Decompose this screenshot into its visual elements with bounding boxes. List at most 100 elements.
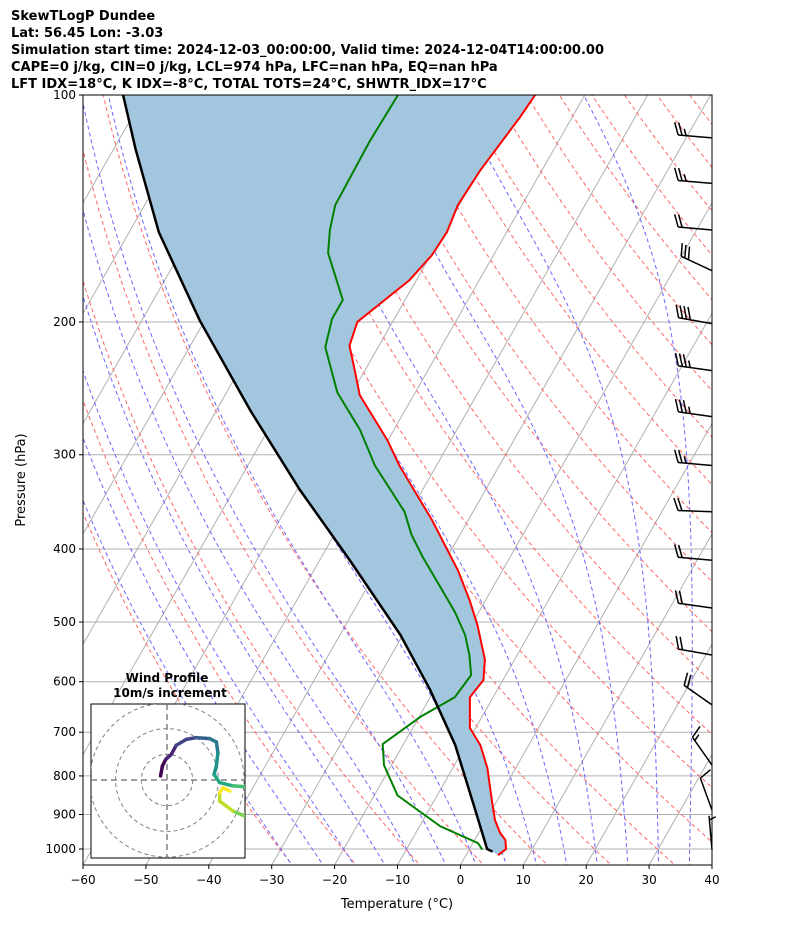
moist-adiabat-line [83,436,324,865]
wind-barb [675,636,713,656]
isotherm-line [711,863,712,865]
wind-barb [673,497,713,513]
barb-full [678,399,684,413]
y-tick-label: 800 [53,769,76,783]
barb-full [687,246,691,260]
y-tick-label: 1000 [45,842,76,856]
barb-staff [683,684,713,706]
hodograph-trace-segment [174,737,189,748]
wind-barb [674,352,713,372]
x-tick-label: −30 [259,873,284,887]
dry-adiabat-line [461,95,712,438]
x-tick-label: −40 [196,873,221,887]
indices-text-2: LFT IDX=18°C, K IDX=-8°C, TOTAL TOTS=24°… [11,77,487,92]
barb-staff [678,556,713,561]
dry-adiabat-line [558,95,712,301]
barb-full [691,726,701,738]
barb-full [679,305,684,319]
hodograph-trace-segment [194,735,212,741]
isotherm-line [459,422,712,865]
hodograph-trace-segment [231,809,245,818]
barb-full [682,399,687,414]
y-tick-label: 700 [53,725,76,739]
barb-staff [678,316,713,325]
barb-full [674,398,680,413]
barb-full [678,590,684,604]
isotherm-line [522,532,712,865]
barb-staff [680,255,713,272]
barb-half [683,128,687,136]
barb-full [683,306,688,320]
barb-full [682,353,687,368]
x-tick-label: −50 [133,873,158,887]
y-tick-label: 600 [53,675,76,689]
barb-full [674,590,680,604]
x-axis-label: Temperature (°C) [340,897,453,912]
isotherm-line [648,753,712,865]
barb-full [677,544,683,558]
isotherm-line [271,95,712,865]
moist-adiabat-line [83,498,293,865]
wind-barb [699,769,713,811]
wind-barb [673,122,713,139]
wind-barb [673,544,713,561]
barb-half [694,734,700,741]
barb-half [709,816,717,821]
parcel-line [121,95,494,853]
moist-adiabat-line [453,95,660,865]
hodograph-trace-segment [217,780,235,788]
barb-staff [678,411,713,418]
barb-staff [678,648,713,656]
hodograph-title: Wind Profile [126,671,209,685]
barb-staff [678,134,713,139]
barb-half [683,174,687,182]
x-tick-label: −10 [385,873,410,887]
barb-full [677,449,683,464]
barb-full [680,243,684,257]
wind-barbs [673,122,717,850]
dry-adiabat-line [102,95,549,865]
profile-lines [121,95,536,856]
barb-staff [699,777,713,811]
barb-full [673,449,679,463]
barb-full [675,636,680,650]
hodograph-frame [90,703,246,859]
y-tick-label: 500 [53,615,76,629]
y-axis-label: Pressure (hPa) [14,433,29,526]
wind-barb [675,304,713,325]
barb-full [686,674,692,688]
times-text: Simulation start time: 2024-12-03_00:00:… [11,43,604,58]
parcel-shading [123,95,536,856]
isotherm-line [208,95,649,865]
barb-full [677,167,683,182]
indices-text-1: CAPE=0 j/kg, CIN=0 j/kg, LCL=974 hPa, LF… [11,60,498,75]
isotherm-line [83,95,208,315]
moist-adiabat-line [83,208,417,865]
y-tick-label: 400 [53,542,76,556]
hodograph-plot [91,704,245,858]
x-tick-label: 0 [457,873,465,887]
barb-staff [678,226,713,231]
dry-adiabat-line [83,279,421,865]
barb-half [687,360,691,368]
wind-barb [673,214,713,231]
barb-full [679,636,684,650]
isotherm-line [334,201,712,865]
dry-adiabat-line [711,80,794,868]
x-tick-label: 40 [704,873,719,887]
chart-title: SkewTLogP Dundee [11,9,156,24]
hodograph-subtitle: 10m/s increment [113,686,227,700]
barb-full [674,352,680,367]
barb-staff [691,736,713,766]
x-tick-label: 20 [579,873,594,887]
hodograph-trace-segment [231,784,245,789]
y-tick-label: 300 [53,448,76,462]
temperature-line [348,95,536,856]
barb-full [673,544,679,558]
barb-staff [678,602,713,609]
wind-barb [674,398,713,418]
moist-adiabat-line [83,369,355,865]
moist-adiabat-line [83,100,447,865]
